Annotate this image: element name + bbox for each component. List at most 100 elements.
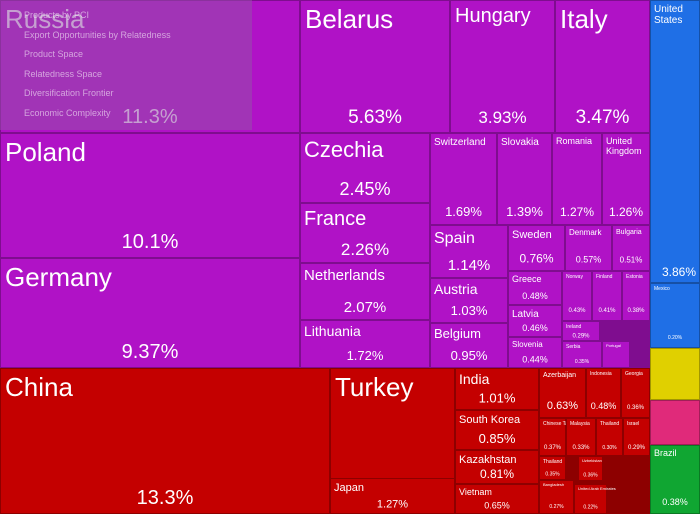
treemap-tile-denmark[interactable]: Denmark 0.57% xyxy=(565,225,612,271)
tile-rect-israel xyxy=(623,418,650,456)
tile-label-switzerland: Switzerland xyxy=(434,137,486,148)
treemap-tile-india[interactable]: India 1.01% xyxy=(455,368,539,410)
treemap-tile-slovenia[interactable]: Slovenia 0.44% xyxy=(508,337,562,368)
treemap-tile-lithuania[interactable]: Lithuania 1.72% xyxy=(300,320,430,368)
treemap-tile-spain[interactable]: Spain 1.14% xyxy=(430,225,508,278)
tile-rect-united-arab-emirates xyxy=(574,484,607,514)
treemap-tile-austria[interactable]: Austria 1.03% xyxy=(430,278,508,323)
menu-item-export-opportunities[interactable]: Export Opportunities by Relatedness xyxy=(24,29,171,40)
treemap-tile-brazil[interactable]: Brazil 0.38% xyxy=(650,445,700,514)
treemap-tile-romania[interactable]: Romania 1.27% xyxy=(552,133,602,225)
tile-rect-greece xyxy=(508,271,562,305)
tile-label-spain: Spain xyxy=(434,230,475,247)
treemap-tile-slovakia[interactable]: Slovakia 1.39% xyxy=(497,133,552,225)
tile-rect-bangladesh xyxy=(539,480,574,514)
treemap-tile-bangladesh[interactable]: Bangladesh 0.27% xyxy=(539,480,574,514)
tile-value-vietnam: 0.65% xyxy=(484,501,510,511)
tile-value-mexico: 0.20% xyxy=(668,335,683,341)
treemap-tile-norway[interactable]: Norway 0.43% xyxy=(562,271,592,321)
treemap-tile-malaysia[interactable]: Malaysia 0.33% xyxy=(566,418,596,456)
visualization-menu: Products by PCI Export Opportunities by … xyxy=(0,0,252,130)
menu-item-diversification-frontier[interactable]: Diversification Frontier xyxy=(24,88,114,99)
treemap-tile-italy[interactable]: Italy 3.47% xyxy=(555,0,650,133)
treemap-tile-estonia[interactable]: Estonia 0.38% xyxy=(622,271,650,321)
menu-item-product-space[interactable]: Product Space xyxy=(24,49,84,60)
tile-label-thailand: Thailand xyxy=(543,459,562,465)
tile-label-ireland: Ireland xyxy=(566,324,582,330)
treemap-tile-finland[interactable]: Finland 0.41% xyxy=(592,271,622,321)
treemap-tile-united-arab-emirates[interactable]: United Arab Emirates 0.22% xyxy=(574,484,616,514)
menu-item-products-by-pci[interactable]: Products by PCI xyxy=(24,10,90,20)
treemap-tile-georgia[interactable]: Georgia 0.36% xyxy=(621,368,650,418)
tile-label-uzbekistan: Uzbekistan xyxy=(582,458,602,463)
treemap-tile-ireland[interactable]: Ireland 0.29% xyxy=(562,321,600,341)
treemap-tile-switzerland[interactable]: Switzerland 1.69% xyxy=(430,133,497,225)
treemap-tile-vietnam[interactable]: Vietnam 0.65% xyxy=(455,484,539,514)
treemap-tile-hungary[interactable]: Hungary 3.93% xyxy=(450,0,555,133)
tile-label-vietnam: Vietnam xyxy=(459,487,492,497)
treemap-tile-mexico[interactable]: Mexico 0.20% xyxy=(650,283,700,348)
treemap-tile-china[interactable]: China 13.3% xyxy=(0,368,330,514)
tile-value-thailand: 0.30% xyxy=(602,445,617,451)
tile-label-romania: Romania xyxy=(556,136,592,146)
tile-rect-italy xyxy=(555,0,650,133)
treemap-tile-south-korea[interactable]: South Korea 0.85% xyxy=(455,410,539,450)
treemap-tile-chinese-taipei[interactable]: Chinese Taipei 0.37% xyxy=(539,418,576,456)
treemap-tile-israel[interactable]: Israel 0.29% xyxy=(623,418,650,456)
treemap-tile-belarus[interactable]: Belarus 5.63% xyxy=(300,0,450,133)
tile-label-turkey: Turkey xyxy=(335,372,414,402)
treemap-tile-netherlands[interactable]: Netherlands 2.07% xyxy=(300,263,430,320)
tile-rect-brazil xyxy=(650,445,700,514)
treemap-tile-serbia[interactable]: Serbia 0.35% xyxy=(562,341,602,368)
tile-rect-vietnam xyxy=(455,484,539,514)
treemap-tile-azerbaijan[interactable]: Azerbaijan 0.63% xyxy=(539,368,586,418)
tile-value-united-arab-emirates: 0.22% xyxy=(583,505,598,511)
tile-value-romania: 1.27% xyxy=(560,205,594,219)
tile-rect-united-states xyxy=(650,0,700,283)
tile-value-poland: 10.1% xyxy=(122,231,179,253)
tile-rect-chinese-taipei xyxy=(539,418,566,456)
tile-rect-mexico xyxy=(650,283,700,348)
tile-label-finland: Finland xyxy=(596,274,613,280)
treemap-tile-unlabeled-oceania[interactable] xyxy=(650,400,700,445)
treemap-tile-greece[interactable]: Greece 0.48% xyxy=(508,271,562,305)
tile-value-austria: 1.03% xyxy=(451,303,488,318)
treemap-tile-thailand[interactable]: Thailand 0.30% xyxy=(596,418,623,456)
treemap-tile-latvia[interactable]: Latvia 0.46% xyxy=(508,305,562,337)
menu-item-relatedness-space[interactable]: Relatedness Space xyxy=(24,68,103,79)
tile-value-finland: 0.41% xyxy=(598,308,616,314)
tile-value-denmark: 0.57% xyxy=(576,255,602,265)
tile-rect-france xyxy=(300,203,430,263)
tile-label-united-states: States xyxy=(654,15,682,26)
tile-rect-norway xyxy=(562,271,592,321)
menu-item-economic-complexity[interactable]: Economic Complexity xyxy=(24,107,111,118)
treemap-tile-indonesia[interactable]: Indonesia 0.48% xyxy=(586,368,621,418)
tile-value-indonesia: 0.48% xyxy=(591,401,617,411)
tile-value-hungary: 3.93% xyxy=(478,108,526,127)
treemap-tile-czechia[interactable]: Czechia 2.45% xyxy=(300,133,430,203)
treemap-tile-bulgaria[interactable]: Bulgaria 0.51% xyxy=(612,225,650,271)
treemap-tile-thailand[interactable]: Thailand 0.35% xyxy=(539,456,566,480)
treemap-tile-germany[interactable]: Germany 9.37% xyxy=(0,258,300,368)
treemap-tile-france[interactable]: France 2.26% xyxy=(300,203,430,263)
tile-label-united-kingdom: United xyxy=(606,136,632,146)
treemap-tile-uzbekistan[interactable]: Uzbekistan 0.36% xyxy=(578,456,603,481)
tile-label-portugal: Portugal xyxy=(606,343,621,348)
tile-value-belgium: 0.95% xyxy=(451,348,488,363)
treemap-tile-sweden[interactable]: Sweden 0.76% xyxy=(508,225,565,271)
treemap-tile-poland[interactable]: Poland 10.1% xyxy=(0,133,300,258)
treemap-tile-portugal[interactable]: Portugal xyxy=(602,341,630,368)
tile-rect-czechia xyxy=(300,133,430,203)
tile-rect-germany xyxy=(0,258,300,368)
tile-label-united-arab-emirates: United Arab Emirates xyxy=(578,486,616,491)
tile-value-bangladesh: 0.27% xyxy=(549,504,564,510)
tile-label-china: China xyxy=(5,372,73,402)
treemap-tile-japan[interactable]: Japan 1.27% xyxy=(330,478,455,514)
tile-label-czechia: Czechia xyxy=(304,137,384,162)
treemap-tile-belgium[interactable]: Belgium 0.95% xyxy=(430,323,508,368)
treemap-tile-unlabeled-africa[interactable] xyxy=(650,348,700,400)
